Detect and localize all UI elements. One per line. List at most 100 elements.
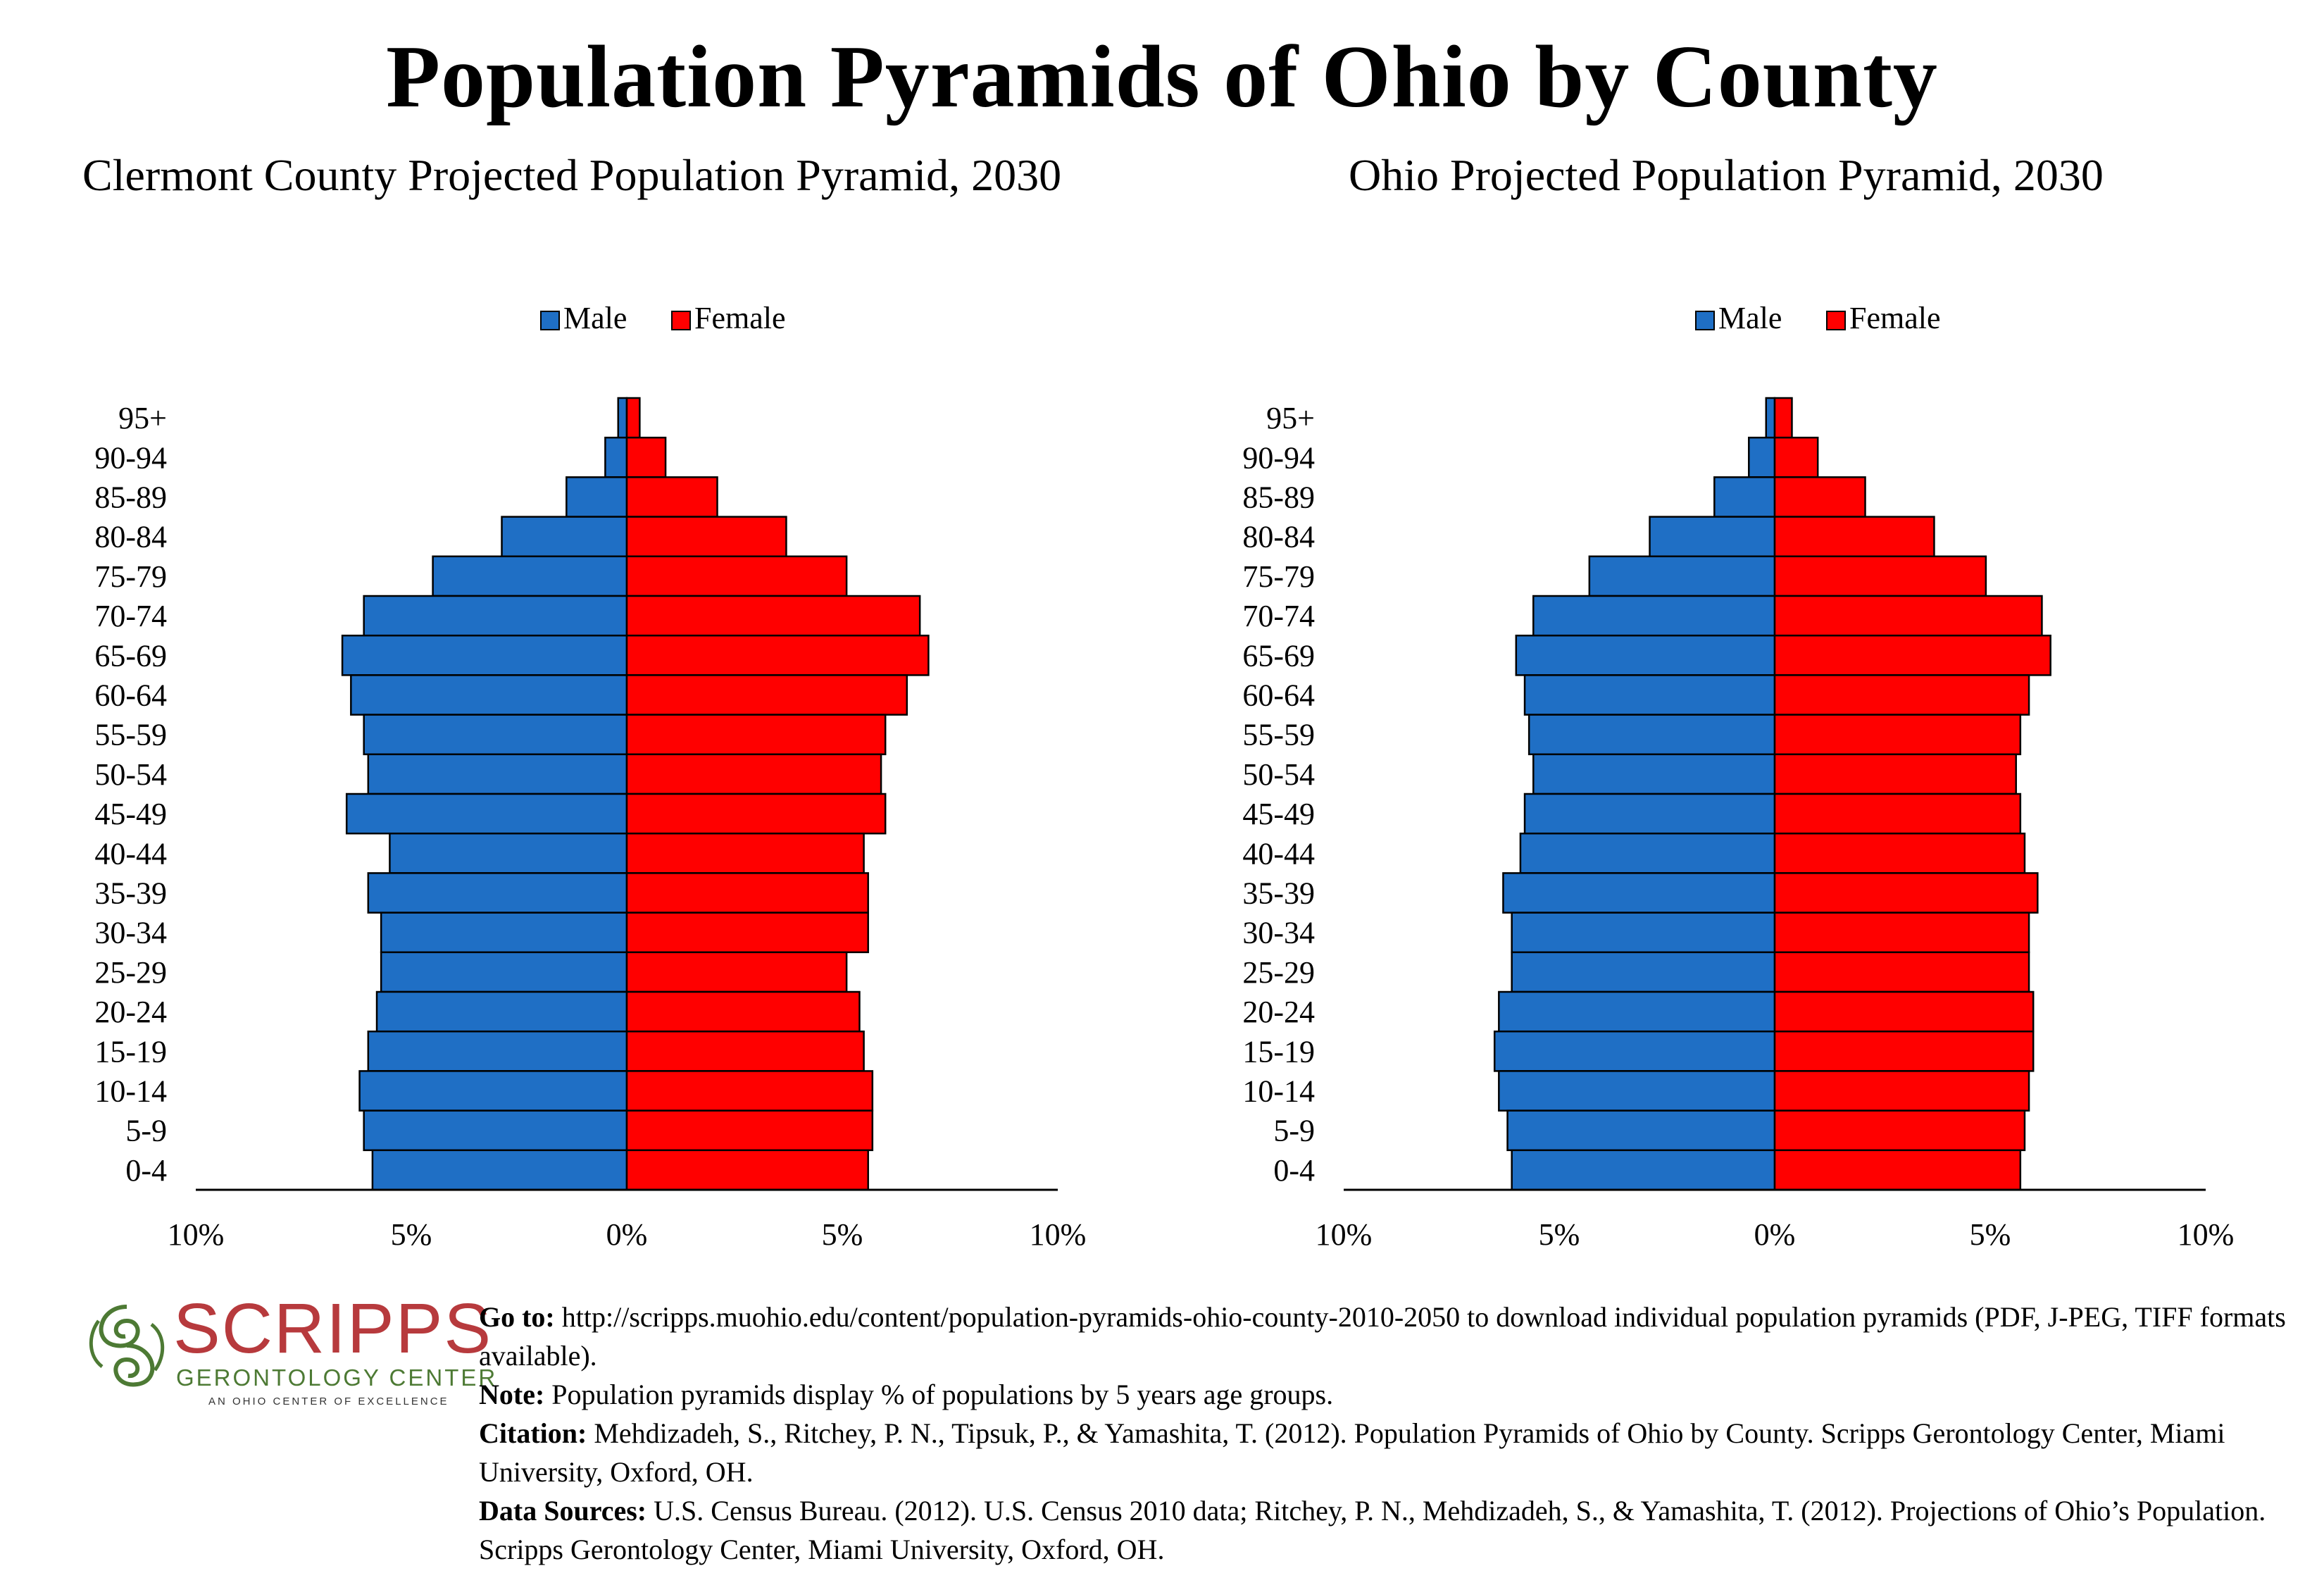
female-bar [625,1110,874,1152]
male-bar [604,436,628,478]
age-group-label: 75-79 [1242,559,1315,594]
female-bar [625,476,718,518]
male-bar [363,714,628,756]
male-bar [380,912,628,954]
logo-wordmark: SCRIPPS [173,1289,493,1368]
age-group-label: 80-84 [94,520,167,554]
female-bar [1773,1070,2030,1112]
male-bar [566,476,628,518]
age-group-label: 70-74 [94,599,167,633]
age-group-label: 25-29 [1242,955,1315,990]
age-group-label: 65-69 [1242,638,1315,673]
legend-male-swatch [540,311,560,330]
age-group-label: 80-84 [1242,520,1315,554]
legend-male-label: Male [563,301,627,335]
male-bar [363,1110,628,1152]
female-bar [1773,674,2030,716]
ohio-pyramid-chart: Male Female 95+ 90-94 85-89 80-84 75-79 70-74 65… [1242,301,2235,1252]
logo-subtitle: GERONTOLOGY CENTER [176,1365,498,1391]
age-group-label: 60-64 [1242,678,1315,713]
age-group-label: 20-24 [94,995,167,1029]
male-bar [1523,792,1776,835]
female-bar [625,516,787,558]
female-bar [625,595,921,637]
x-tick-label: 0% [1754,1217,1796,1252]
male-bar [367,872,628,914]
legend-male-label: Male [1718,301,1782,335]
female-bar [625,397,641,439]
female-bar [1773,1030,2035,1072]
male-bar [1519,832,1776,874]
female-bar [1773,714,2022,756]
male-bar [367,753,628,795]
age-group-label: 5-9 [1273,1114,1315,1148]
age-group-label: 35-39 [94,876,167,911]
female-bar [1773,951,2030,993]
sources-line: Data Sources: U.S. Census Bureau. (2012)… [479,1491,2310,1569]
female-bar [625,1070,874,1112]
male-bar [363,595,628,637]
legend-male-swatch [1695,311,1715,330]
age-group-label: 75-79 [94,559,167,594]
female-bar [625,436,667,478]
female-bar [625,792,887,835]
male-bar [358,1070,628,1112]
age-group-label: 30-34 [94,916,167,950]
x-tick-label: 5% [391,1217,432,1252]
goto-label: Go to: [479,1301,555,1333]
male-bar [1523,674,1776,716]
female-bar [625,634,930,676]
x-tick-label: 5% [822,1217,863,1252]
age-group-label: 15-19 [94,1034,167,1069]
male-bar [380,951,628,993]
female-bar [1773,595,2043,637]
male-bar [1748,436,1776,478]
age-group-label: 10-14 [94,1074,167,1109]
male-bar [1498,990,1776,1033]
age-group-label: 20-24 [1242,995,1315,1029]
left-chart-title: Clermont County Projected Population Pyr… [82,150,1062,200]
right-chart-title: Ohio Projected Population Pyramid, 2030 [1349,150,2104,200]
male-bar [1511,1149,1776,1191]
female-bar [625,674,908,716]
female-bar [625,753,882,795]
age-group-label: 45-49 [94,797,167,831]
age-group-label: 0-4 [125,1153,167,1188]
male-bar [1765,397,1776,439]
age-group-label: 10-14 [1242,1074,1315,1109]
female-bar [1773,753,2017,795]
x-tick-label: 10% [2178,1217,2235,1252]
age-group-label: 85-89 [94,480,167,515]
age-group-label: 40-44 [94,836,167,871]
age-group-label: 45-49 [1242,797,1315,831]
female-bar [1773,634,2051,676]
female-bar [625,1149,869,1191]
male-bar [1532,595,1776,637]
age-group-label: 0-4 [1273,1153,1315,1188]
male-bar [367,1030,628,1072]
female-bar [1773,990,2035,1033]
male-bar [1515,634,1776,676]
female-bar [1773,792,2022,835]
male-bar [345,792,628,835]
female-bar [1773,436,1819,478]
female-bar [1773,397,1793,439]
swirl-icon [89,1305,165,1387]
age-group-label: 50-54 [94,757,167,792]
legend-female-swatch [671,311,691,330]
age-group-label: 35-39 [1242,876,1315,911]
note-label: Note: [479,1379,545,1410]
female-bar [1773,912,2030,954]
female-bar [1773,555,1987,597]
citation-text: Mehdizadeh, S., Ritchey, P. N., Tipsuk, … [479,1417,2225,1488]
female-bar [625,990,861,1033]
age-group-label: 70-74 [1242,599,1315,633]
female-bar [1773,872,2039,914]
male-bar [1493,1030,1776,1072]
legend-female-swatch [1826,311,1846,330]
x-tick-label: 5% [1970,1217,2011,1252]
age-group-label: 95+ [1266,401,1315,435]
age-group-label: 55-59 [1242,718,1315,752]
female-bar [1773,516,1935,558]
footer-notes: Go to: http://scripps.muohio.edu/content… [479,1298,2310,1569]
